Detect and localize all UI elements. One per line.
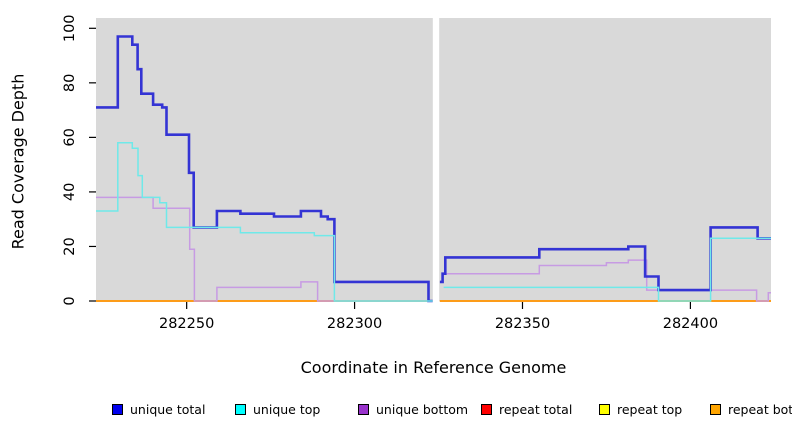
y-tick-label: 20	[62, 237, 78, 255]
legend-item-repeat-top: repeat top	[599, 401, 682, 417]
series-line-unique-top	[96, 142, 433, 302]
x-tick-label: 282300	[327, 316, 382, 332]
legend-label: unique top	[253, 401, 321, 417]
legend-label: repeat total	[499, 401, 573, 417]
x-tick-label: 282350	[495, 316, 550, 332]
y-tick-label: 0	[62, 296, 78, 305]
series-line-unique-total	[439, 226, 771, 292]
legend-item-unique-bottom: unique bottom	[358, 401, 468, 417]
legend-label: unique total	[130, 401, 206, 417]
series-line-unique-top	[443, 237, 771, 302]
x-tick-label: 282400	[663, 316, 718, 332]
legend-swatch-repeat-bottom	[710, 403, 721, 415]
y-tick-label: 40	[62, 183, 78, 201]
legend-swatch-repeat-top	[599, 403, 610, 415]
series-line-unique-bottom	[443, 259, 771, 302]
series-line-unique-total	[96, 35, 433, 303]
coverage-gap	[432, 16, 440, 305]
x-tick-label: 282250	[159, 316, 214, 332]
legend-swatch-unique-bottom	[358, 403, 369, 415]
legend-label: repeat top	[617, 401, 683, 417]
y-tick-label: 80	[62, 74, 78, 92]
y-axis-title: Read Coverage Depth	[8, 73, 28, 250]
legend-label: unique bottom	[376, 401, 469, 417]
legend-label: repeat bottom	[728, 401, 792, 417]
legend-item-unique-total: unique total	[112, 401, 205, 417]
legend-swatch-unique-total	[112, 403, 123, 415]
y-tick-label: 60	[62, 128, 78, 146]
legend-item-repeat-total: repeat total	[481, 401, 572, 417]
x-axis-title: Coordinate in Reference Genome	[300, 358, 567, 377]
legend-swatch-repeat-total	[481, 403, 492, 415]
series-line-unique-bottom	[96, 196, 433, 302]
y-tick-label: 100	[62, 14, 78, 42]
legend: unique total unique top unique bottom repea…	[0, 401, 792, 421]
legend-swatch-unique-top	[235, 403, 246, 415]
legend-item-repeat-bottom: repeat bottom	[710, 401, 792, 417]
legend-item-unique-top: unique top	[235, 401, 320, 417]
